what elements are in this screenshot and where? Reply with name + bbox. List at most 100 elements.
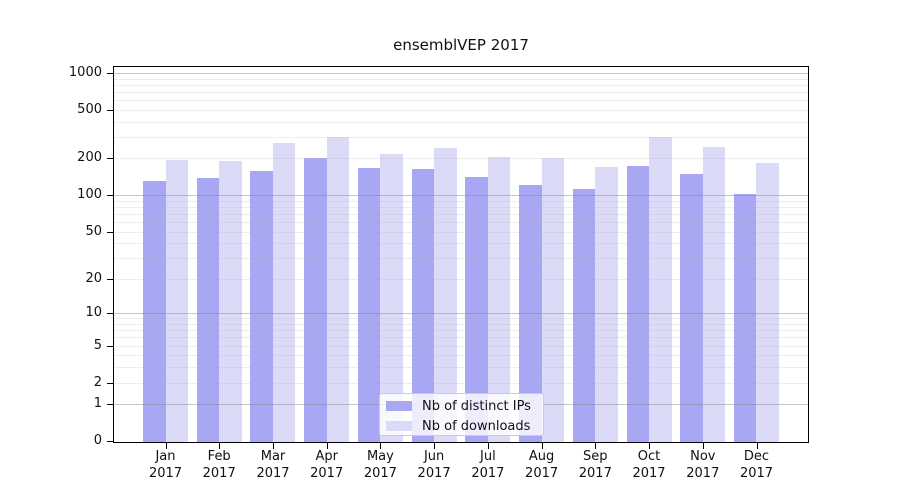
legend-item-downloads: Nb of downloads bbox=[386, 416, 543, 436]
x-axis-tick bbox=[487, 443, 489, 449]
y-axis-tick-label: 200 bbox=[77, 150, 102, 166]
legend-swatch-distinct-ips bbox=[386, 401, 412, 411]
x-axis-tick bbox=[165, 443, 167, 449]
bar-distinct-ips-jun bbox=[411, 168, 435, 443]
bar-downloads-jun bbox=[434, 148, 457, 443]
gridline-major bbox=[113, 72, 809, 74]
gridline-minor bbox=[113, 213, 809, 215]
x-axis-tick bbox=[380, 443, 382, 449]
y-axis-tick bbox=[107, 278, 113, 280]
bar-distinct-ips-dec bbox=[733, 193, 757, 443]
bar-downloads-mar bbox=[272, 142, 296, 443]
x-axis-tick bbox=[541, 443, 543, 449]
y-axis-tick bbox=[107, 195, 113, 197]
gridline-minor bbox=[113, 318, 809, 320]
legend: Nb of distinct IPs Nb of downloads bbox=[379, 393, 544, 436]
legend-swatch-downloads bbox=[386, 421, 412, 431]
x-axis-tick bbox=[219, 443, 221, 449]
x-axis-tick-label: Oct 2017 bbox=[632, 449, 666, 481]
y-axis-tick-label: 5 bbox=[93, 337, 102, 353]
x-axis-tick-label: Jun 2017 bbox=[417, 449, 451, 481]
gridline-minor bbox=[113, 243, 809, 245]
x-axis-tick-label: Jul 2017 bbox=[471, 449, 505, 481]
gridline-minor bbox=[113, 337, 809, 339]
bar-downloads-dec bbox=[756, 162, 779, 443]
x-axis-tick bbox=[702, 443, 704, 449]
gridline-minor bbox=[113, 258, 809, 259]
y-axis-tick bbox=[107, 441, 113, 442]
x-axis-tick-label: Nov 2017 bbox=[686, 449, 720, 481]
gridline-minor bbox=[113, 367, 809, 369]
x-axis-tick-label: May 2017 bbox=[363, 449, 397, 481]
x-axis-tick bbox=[649, 443, 650, 449]
x-axis-tick bbox=[273, 443, 274, 449]
gridline-minor bbox=[113, 231, 809, 233]
gridline-minor bbox=[113, 91, 809, 93]
legend-label-distinct-ips: Nb of distinct IPs bbox=[422, 398, 531, 414]
y-axis-tick bbox=[107, 72, 113, 74]
bar-distinct-ips-aug bbox=[519, 185, 542, 443]
gridline-minor bbox=[113, 158, 809, 160]
bar-distinct-ips-nov bbox=[680, 173, 703, 443]
x-axis-tick bbox=[595, 443, 597, 449]
gridline-minor bbox=[113, 278, 809, 280]
gridline-minor bbox=[113, 109, 809, 111]
y-axis-tick-label: 1 bbox=[93, 396, 102, 412]
gridline-minor bbox=[113, 382, 809, 384]
bar-distinct-ips-feb bbox=[196, 178, 220, 443]
legend-item-distinct-ips: Nb of distinct IPs bbox=[386, 396, 543, 416]
y-axis-tick-label: 10 bbox=[85, 305, 102, 321]
gridline-minor bbox=[113, 100, 809, 101]
bar-downloads-aug bbox=[541, 157, 565, 443]
y-axis-tick bbox=[107, 345, 113, 347]
y-axis-tick-label: 100 bbox=[77, 187, 102, 203]
bar-distinct-ips-jan bbox=[143, 180, 166, 443]
bar-downloads-may bbox=[380, 154, 403, 443]
x-axis-tick-label: Apr 2017 bbox=[310, 449, 344, 481]
chart-title: ensemblVEP 2017 bbox=[393, 36, 529, 54]
y-axis-tick-label: 50 bbox=[85, 223, 102, 239]
gridline-major bbox=[113, 313, 809, 315]
gridline-minor bbox=[113, 78, 809, 80]
x-axis-tick-label: Jan 2017 bbox=[148, 449, 183, 481]
x-axis-tick bbox=[326, 443, 328, 449]
y-axis-tick bbox=[107, 158, 113, 160]
x-axis-tick bbox=[434, 443, 436, 449]
bar-distinct-ips-oct bbox=[626, 166, 650, 443]
bar-downloads-oct bbox=[649, 137, 672, 443]
bar-downloads-nov bbox=[702, 146, 726, 443]
x-axis-tick-label: Mar 2017 bbox=[256, 449, 290, 481]
y-axis-tick bbox=[107, 382, 113, 384]
gridline-minor bbox=[113, 200, 809, 202]
y-axis-tick-label: 500 bbox=[77, 101, 102, 117]
y-axis-tick bbox=[107, 109, 113, 111]
gridline-minor bbox=[113, 355, 809, 357]
gridline-minor bbox=[113, 206, 809, 208]
bar-downloads-sep bbox=[595, 167, 618, 443]
y-axis-tick bbox=[107, 404, 113, 406]
bar-distinct-ips-mar bbox=[250, 170, 273, 443]
gridline-minor bbox=[113, 136, 809, 138]
x-axis-tick-label: Sep 2017 bbox=[578, 449, 612, 481]
y-axis-tick-label: 20 bbox=[85, 270, 102, 286]
y-axis-tick-label: 0 bbox=[93, 433, 102, 448]
x-axis-tick-label: Aug 2017 bbox=[525, 449, 559, 481]
bar-distinct-ips-may bbox=[357, 167, 381, 443]
x-axis-tick-label: Dec 2017 bbox=[739, 449, 774, 481]
y-axis-tick-label: 2 bbox=[93, 374, 102, 390]
bar-downloads-feb bbox=[219, 161, 242, 443]
bar-downloads-jul bbox=[487, 156, 511, 443]
y-axis-tick bbox=[107, 313, 113, 315]
bar-downloads-apr bbox=[326, 136, 350, 443]
gridline-major bbox=[113, 195, 809, 197]
gridline-minor bbox=[113, 323, 809, 325]
gridline-minor bbox=[113, 84, 809, 86]
legend-label-downloads: Nb of downloads bbox=[422, 418, 531, 434]
gridline-minor bbox=[113, 221, 809, 223]
gridline-minor bbox=[113, 345, 809, 347]
bar-distinct-ips-sep bbox=[572, 188, 596, 443]
x-axis-tick-label: Feb 2017 bbox=[202, 449, 236, 481]
bar-distinct-ips-jul bbox=[465, 176, 488, 443]
y-axis-tick-label: 1000 bbox=[68, 64, 102, 80]
